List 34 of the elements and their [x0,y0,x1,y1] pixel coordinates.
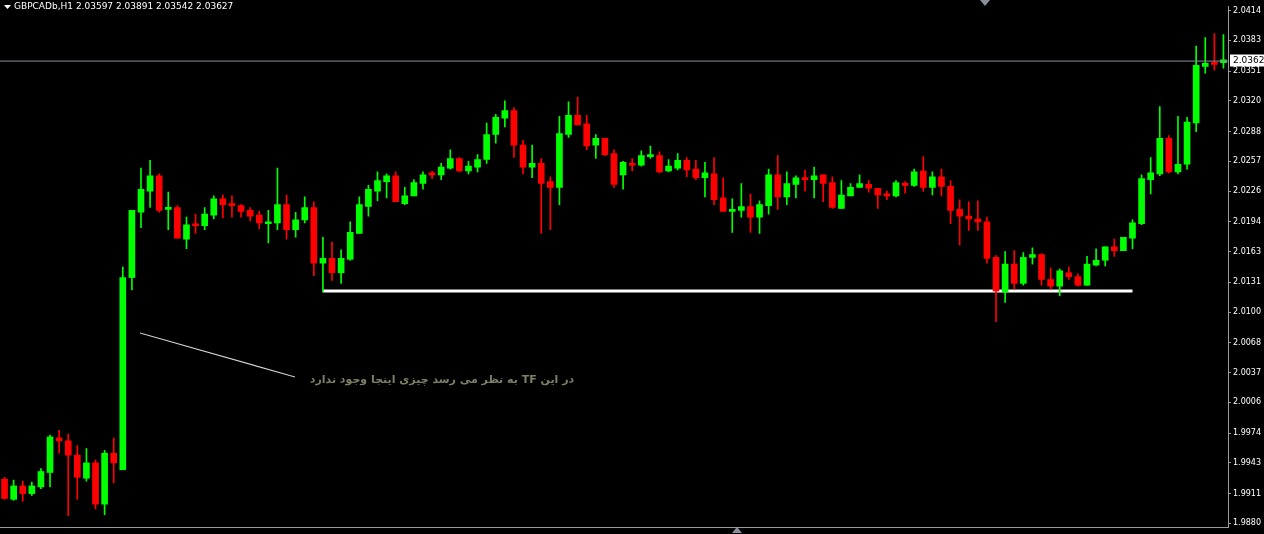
y-tick-label: 2.0006 [1233,397,1261,407]
candlestick [1201,37,1209,74]
candlestick [801,169,809,192]
candlestick [64,433,72,517]
y-tick-label: 2.0037 [1233,367,1261,377]
y-tick-label: 1.9880 [1233,518,1261,528]
y-tick-label: 2.0383 [1233,35,1261,45]
chart-title: GBPCADb,H1 2.03597 2.03891 2.03542 2.03627 [14,1,234,11]
y-tick-label: 2.0320 [1233,95,1261,105]
candlestick [628,158,636,172]
y-tick-label: 2.0068 [1233,337,1261,347]
y-tick-label: 2.0194 [1233,216,1261,226]
candlestick [1110,238,1118,257]
candlestick [901,181,909,194]
candlestick [810,166,818,199]
candlestick [728,198,736,233]
y-tick-label: 2.0163 [1233,246,1261,256]
y-tick-label: 2.0351 [1233,66,1261,76]
y-tick-label: 2.0131 [1233,277,1261,287]
y-tick-label: 1.9974 [1233,428,1261,438]
candlestick [164,191,172,230]
candlestick [228,195,236,218]
y-tick-label: 2.0414 [1233,5,1261,15]
y-tick-label: 2.0226 [1233,186,1261,196]
y-tick-label: 1.9911 [1233,488,1261,498]
y-tick-label: 2.0100 [1233,307,1261,317]
candlestick [1147,157,1155,195]
candlestick [110,437,118,484]
y-tick-label: 1.9943 [1233,457,1261,467]
annotation: در این TF به نظر می رسد چیزی اینجا وجود ندارد [309,372,575,386]
y-tick-label: 2.0288 [1233,126,1261,136]
ref-line-label: 2.0362 [1233,54,1264,65]
y-tick-label: 2.0257 [1233,156,1261,166]
candlestick [547,176,554,230]
